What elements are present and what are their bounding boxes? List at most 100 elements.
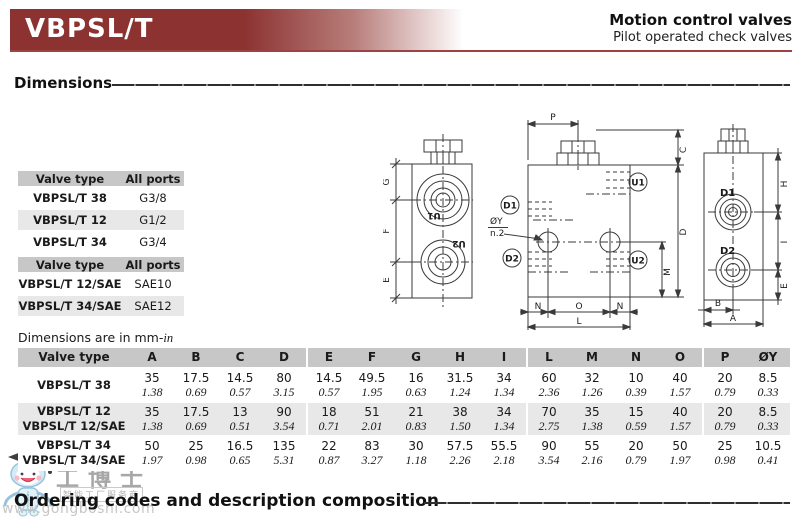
dimension-cell: 17.5 0.69 bbox=[174, 369, 218, 401]
ports-cell: SAE10 bbox=[134, 277, 172, 291]
value-in: 0.71 bbox=[318, 419, 340, 433]
value-in: 2.18 bbox=[493, 453, 515, 467]
column-header: All ports bbox=[125, 171, 181, 186]
value-mm: 10.5 bbox=[754, 438, 782, 453]
column-header: D bbox=[279, 350, 289, 365]
dimensions-table: Valve type A B C D E F G H I L M N O P ØY VBPSL/T 38 35 1.… bbox=[18, 348, 790, 471]
column-header: Valve type bbox=[38, 350, 110, 365]
value-mm: 10 bbox=[628, 370, 644, 385]
value-in: 3.54 bbox=[273, 419, 295, 433]
category-subtitle: Pilot operated check valves bbox=[613, 29, 792, 45]
value-mm: 25 bbox=[188, 438, 204, 453]
column-header: I bbox=[501, 350, 507, 365]
ports-cell: G3/4 bbox=[139, 235, 167, 249]
front-view-drawing: P C D M N O N L U1 D1 D2 U2 ØY n.2 bbox=[488, 113, 689, 331]
dimension-cell: 20 0.79 bbox=[702, 369, 746, 401]
dimension-cell: 40 1.57 bbox=[658, 369, 702, 401]
column-header: Valve type bbox=[35, 257, 105, 272]
value-in: 1.97 bbox=[669, 453, 691, 467]
value-mm: 35 bbox=[584, 404, 600, 419]
dimension-cell: 49.5 1.95 bbox=[350, 369, 394, 401]
value-mm: 57.5 bbox=[446, 438, 474, 453]
section-divider bbox=[112, 84, 790, 86]
dimension-cell: 35 1.38 bbox=[570, 403, 614, 435]
value-in: 0.87 bbox=[318, 453, 340, 467]
column-header: All ports bbox=[125, 257, 181, 272]
dimension-cell: 10.5 0.41 bbox=[746, 437, 790, 469]
ports-cell: G3/8 bbox=[139, 191, 167, 205]
dimension-cell: 15 0.59 bbox=[614, 403, 658, 435]
value-in: 0.83 bbox=[405, 419, 427, 433]
page-title: VBPSL/T bbox=[25, 14, 154, 44]
column-header: E bbox=[306, 348, 350, 367]
dimension-cell: 90 3.54 bbox=[262, 403, 306, 435]
column-header: F bbox=[367, 350, 377, 365]
value-mm: 17.5 bbox=[182, 370, 210, 385]
centerlines bbox=[413, 134, 473, 308]
dimension-cell: 16.5 0.65 bbox=[218, 437, 262, 469]
value-mm: 35 bbox=[144, 404, 160, 419]
value-mm: 22 bbox=[321, 438, 337, 453]
value-in: 0.98 bbox=[714, 453, 736, 467]
value-in: 2.01 bbox=[361, 419, 383, 433]
port-label-circles bbox=[500, 172, 648, 270]
value-mm: 32 bbox=[584, 370, 600, 385]
ordering-section-title: Ordering codes and description compositi… bbox=[14, 491, 440, 511]
dim-label-N-left: N bbox=[535, 302, 542, 312]
port-label-U2: U2 bbox=[631, 257, 645, 267]
value-in: 2.36 bbox=[538, 385, 560, 399]
section-divider bbox=[424, 502, 790, 504]
valve-type-name: VBPSL/T 38 bbox=[37, 377, 111, 392]
value-mm: 20 bbox=[628, 438, 644, 453]
dimension-cell: 34 1.34 bbox=[482, 403, 526, 435]
value-in: 1.26 bbox=[581, 385, 603, 399]
dimension-cell: 38 1.50 bbox=[438, 403, 482, 435]
value-in: 0.51 bbox=[229, 419, 251, 433]
port-table-bsp: Valve type All ports VBPSL/T 38 G3/8 VBPSL/T… bbox=[18, 171, 184, 254]
watermark-tagline: 智能工厂服务商 bbox=[60, 487, 144, 502]
value-in: 0.69 bbox=[185, 385, 207, 399]
dimension-cell: 34 1.34 bbox=[482, 369, 526, 401]
value-in: 1.57 bbox=[669, 385, 691, 399]
value-in: 0.33 bbox=[757, 385, 779, 399]
port-label-U1: U1 bbox=[427, 210, 441, 220]
dimension-lines bbox=[698, 148, 782, 328]
dimension-lines bbox=[390, 158, 420, 304]
value-in: 1.18 bbox=[405, 453, 427, 467]
value-mm: 13 bbox=[232, 404, 248, 419]
table-row: VBPSL/T 38 G3/8 bbox=[18, 188, 184, 210]
value-in: 0.65 bbox=[229, 453, 251, 467]
dimension-cell: 90 3.54 bbox=[526, 437, 570, 469]
watermark-url: www.gongboshi.com bbox=[2, 501, 156, 517]
value-mm: 34 bbox=[496, 370, 512, 385]
header-rule bbox=[10, 50, 792, 52]
valve-type-name: VBPSL/T 12 bbox=[37, 404, 111, 419]
port-label-D1: D1 bbox=[503, 202, 517, 212]
dimension-cell: 8.5 0.33 bbox=[746, 403, 790, 435]
value-mm: 16 bbox=[408, 370, 424, 385]
value-in: 1.24 bbox=[449, 385, 471, 399]
value-mm: 17.5 bbox=[182, 404, 210, 419]
column-header: G bbox=[411, 350, 421, 365]
column-header: L bbox=[526, 348, 570, 367]
value-mm: 34 bbox=[496, 404, 512, 419]
dimension-cell: 83 3.27 bbox=[350, 437, 394, 469]
units-note-text: Dimensions are in mm- bbox=[18, 330, 164, 345]
value-in: 0.63 bbox=[405, 385, 427, 399]
value-mm: 80 bbox=[276, 370, 292, 385]
value-in: 0.79 bbox=[714, 419, 736, 433]
value-in: 1.34 bbox=[493, 385, 515, 399]
units-note: Dimensions are in mm-in bbox=[18, 330, 173, 346]
side-view-drawing: G F E U1 U2 bbox=[383, 134, 473, 308]
title-banner: VBPSL/T bbox=[10, 9, 792, 50]
dimension-cell: 14.5 0.57 bbox=[218, 369, 262, 401]
value-mm: 90 bbox=[276, 404, 292, 419]
valve-type-name: VBPSL/T 34 bbox=[37, 438, 111, 453]
value-in: 0.98 bbox=[185, 453, 207, 467]
value-mm: 90 bbox=[541, 438, 557, 453]
value-in: 0.59 bbox=[625, 419, 647, 433]
dimension-cell: 21 0.83 bbox=[394, 403, 438, 435]
value-in: 1.38 bbox=[141, 385, 163, 399]
port-label-D2: D2 bbox=[720, 246, 735, 257]
